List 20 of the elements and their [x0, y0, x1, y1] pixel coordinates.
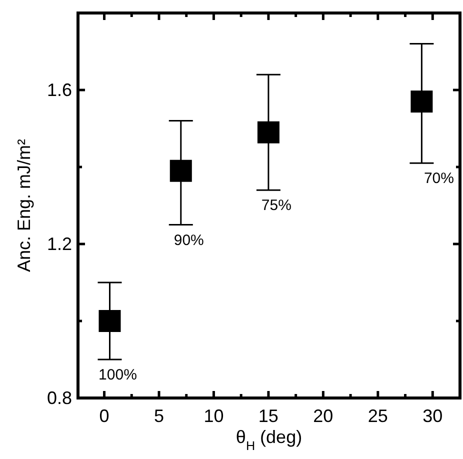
annotation: 70% — [424, 170, 454, 188]
y-tick-label: 1.2 — [46, 234, 72, 254]
annotation: 75% — [261, 197, 292, 214]
x-tick-label: 5 — [154, 406, 164, 426]
point — [257, 121, 280, 144]
x-axis-title: θ$_{H}$ (deg) — [236, 427, 302, 453]
point — [410, 90, 433, 113]
point — [98, 310, 121, 332]
annotation: 100% — [98, 366, 137, 384]
x-tick-label: 30 — [422, 406, 443, 426]
x-tick-label: 20 — [313, 406, 334, 426]
x-tick-label: 25 — [368, 406, 388, 426]
point — [170, 160, 192, 182]
x-tick-label: 10 — [204, 406, 224, 426]
x-tick-label: 0 — [99, 406, 110, 426]
y-tick-label: 1.6 — [46, 80, 72, 100]
x-tick-label: 15 — [258, 406, 278, 426]
y-axis-title: Anc. Eng. mJ/m² — [14, 138, 34, 272]
annotation: 90% — [174, 232, 204, 249]
y-tick-label: 0.8 — [46, 388, 72, 408]
